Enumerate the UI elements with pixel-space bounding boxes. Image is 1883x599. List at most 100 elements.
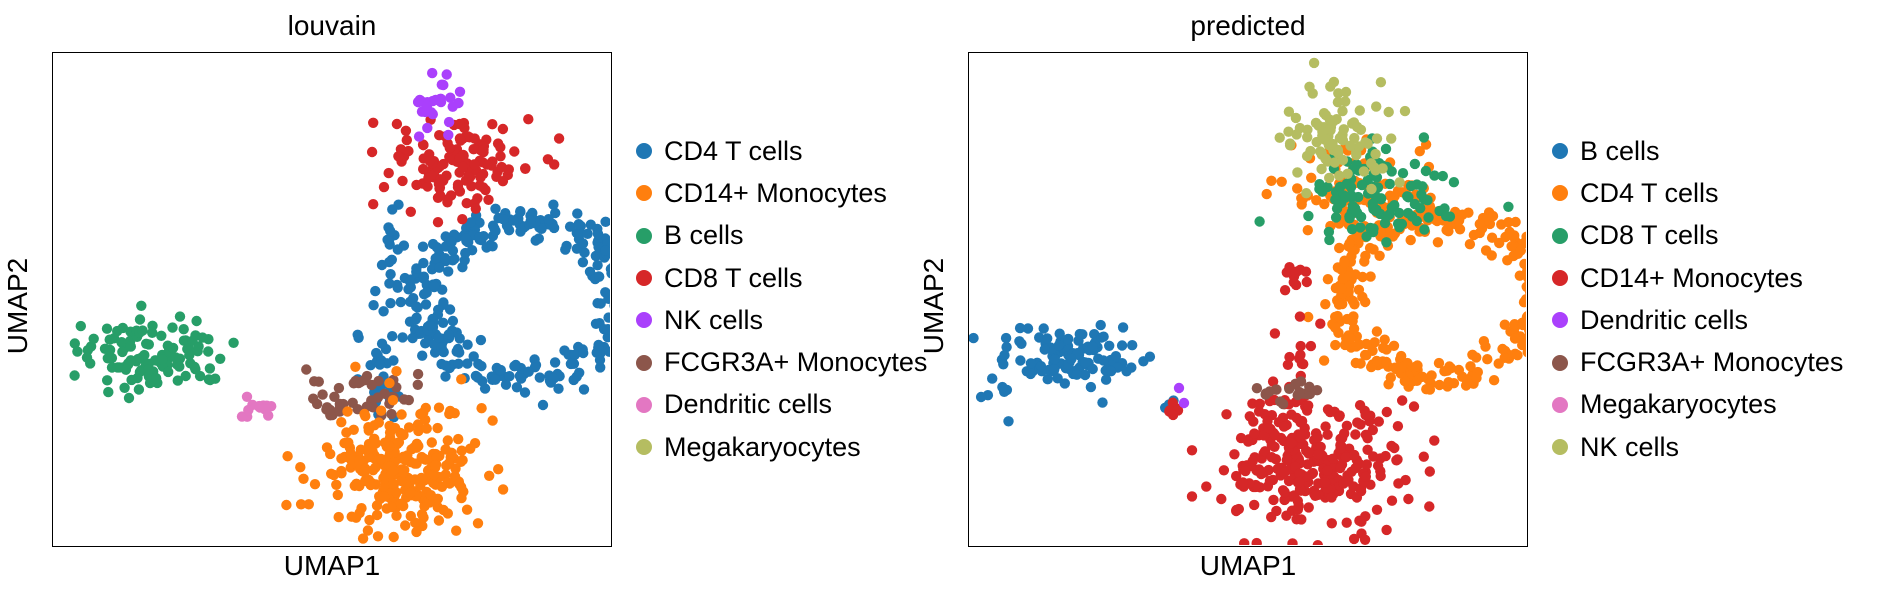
legend-marker [636, 185, 652, 202]
legend-marker [1552, 227, 1568, 244]
point-cd8-t-cells [1394, 222, 1405, 233]
point-cd14-monocytes [1350, 429, 1361, 440]
point-fcgr3a-monocytes [311, 398, 323, 410]
point-b-cells [1071, 369, 1082, 380]
point-nk-cells [1358, 166, 1370, 177]
point-cd4-t-cells [523, 366, 534, 377]
point-cd4-t-cells [553, 383, 564, 394]
point-cd4-t-cells [395, 296, 406, 308]
point-dendritic-cells [259, 404, 271, 415]
point-cd8-t-cells [1423, 212, 1434, 223]
point-cd8-t-cells [1254, 216, 1265, 227]
point-cd4-t-cells [548, 199, 559, 210]
point-cd14-monocytes [451, 525, 462, 536]
point-cd14-monocytes [1300, 266, 1312, 277]
point-b-cells [1126, 362, 1137, 373]
point-b-cells [174, 311, 186, 322]
point-b-cells [178, 335, 190, 346]
point-cd4-t-cells [1405, 234, 1416, 246]
point-cd8-t-cells [1340, 192, 1351, 203]
point-cd8-t-cells [1361, 231, 1372, 242]
point-cd4-t-cells [1474, 218, 1485, 230]
legend-item: CD14+ Monocytes [636, 172, 927, 214]
point-b-cells [1059, 378, 1070, 389]
point-cd14-monocytes [1285, 437, 1297, 449]
point-cd4-t-cells [397, 332, 408, 343]
point-cd14-monocytes [1292, 495, 1303, 507]
point-cd8-t-cells [454, 133, 466, 144]
point-cd14-monocytes [453, 433, 464, 445]
point-cd4-t-cells [446, 236, 457, 248]
legend-item: CD14+ Monocytes [1552, 257, 1843, 299]
legend-item: Megakaryocytes [636, 426, 927, 468]
point-cd4-t-cells [405, 282, 416, 293]
point-cd4-t-cells [1276, 176, 1287, 187]
point-cd4-t-cells [421, 287, 432, 298]
point-nk-cells [1371, 133, 1383, 144]
point-cd14-monocytes [1263, 423, 1275, 434]
point-cd8-t-cells [1381, 211, 1392, 222]
point-cd14-monocytes [1267, 376, 1279, 387]
point-b-cells [180, 370, 191, 382]
point-b-cells [228, 337, 239, 348]
point-cd4-t-cells [1518, 297, 1526, 308]
point-cd4-t-cells [1342, 313, 1353, 325]
point-cd8-t-cells [1422, 195, 1433, 206]
point-cd8-t-cells [1402, 207, 1414, 219]
point-b-cells [125, 341, 136, 352]
point-cd4-t-cells [468, 351, 479, 362]
chart-title: predicted [1190, 10, 1306, 41]
point-cd14-monocytes [1266, 452, 1277, 463]
point-fcgr3a-monocytes [386, 408, 397, 420]
point-cd4-t-cells [565, 358, 577, 370]
point-cd4-t-cells [1471, 352, 1482, 363]
point-cd14-monocytes [1262, 481, 1274, 492]
point-cd14-monocytes [405, 487, 416, 498]
point-cd14-monocytes [443, 458, 455, 469]
point-cd14-monocytes [1341, 517, 1352, 528]
point-cd14-monocytes [1239, 538, 1250, 545]
point-cd8-t-cells [520, 163, 531, 174]
point-cd14-monocytes [1295, 417, 1306, 428]
point-cd14-monocytes [384, 420, 395, 432]
point-cd4-t-cells [1499, 319, 1510, 330]
point-b-cells [1035, 361, 1047, 372]
point-cd14-monocytes [360, 410, 371, 422]
point-cd14-monocytes [396, 475, 407, 487]
point-cd4-t-cells [577, 238, 589, 249]
point-b-cells [1085, 381, 1097, 393]
point-cd14-monocytes [1368, 451, 1379, 462]
legend-marker [1552, 270, 1568, 287]
point-cd4-t-cells [537, 399, 549, 411]
point-cd8-t-cells [1440, 210, 1452, 222]
point-nk-cells [1274, 132, 1285, 143]
point-cd4-t-cells [584, 266, 596, 277]
point-cd4-t-cells [1488, 375, 1500, 386]
point-cd8-t-cells [457, 214, 468, 225]
point-cd4-t-cells [548, 373, 559, 384]
point-cd8-t-cells [1345, 181, 1357, 193]
point-cd4-t-cells [1339, 257, 1350, 268]
point-cd4-t-cells [437, 284, 448, 295]
point-cd14-monocytes [1216, 493, 1227, 505]
point-nk-cells [1316, 163, 1327, 175]
point-cd14-monocytes [1254, 398, 1265, 409]
point-cd8-t-cells [1356, 179, 1368, 191]
point-cd14-monocytes [346, 511, 357, 522]
point-cd14-monocytes [1335, 443, 1346, 454]
point-cd4-t-cells [1441, 224, 1452, 236]
point-nk-cells [1360, 137, 1371, 148]
point-b-cells [1079, 369, 1091, 381]
point-b-cells [143, 339, 154, 350]
point-fcgr3a-monocytes [1264, 386, 1275, 397]
point-cd4-t-cells [385, 298, 396, 309]
point-cd14-monocytes [398, 429, 409, 441]
point-b-cells [1105, 366, 1117, 377]
point-cd14-monocytes [1249, 428, 1260, 439]
point-cd14-monocytes [372, 531, 384, 542]
point-dendritic-cells [236, 411, 248, 422]
legend-label: CD14+ Monocytes [1580, 262, 1803, 293]
point-cd4-t-cells [407, 332, 418, 344]
point-nk-cells [1290, 112, 1302, 124]
point-cd14-monocytes [357, 533, 369, 544]
